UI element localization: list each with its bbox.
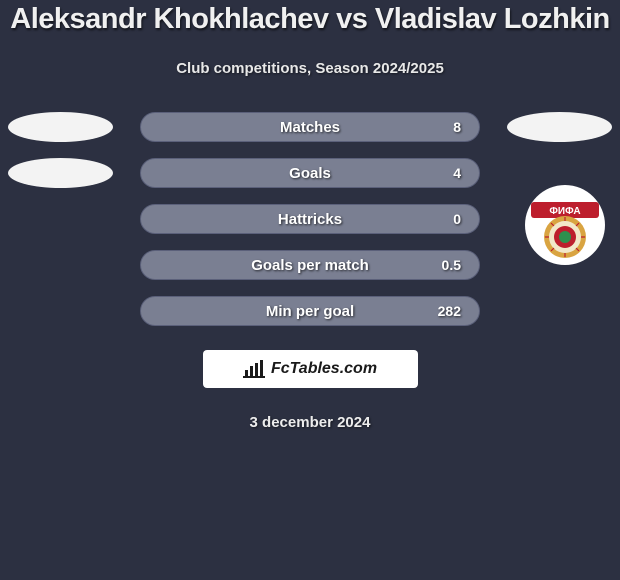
right-value-ellipse [507,112,612,142]
left-value-ellipse [8,158,113,188]
stat-value-right: 282 [438,303,461,319]
stat-label: Matches [280,119,340,136]
stat-row: Goals per match 0.5 [0,250,620,280]
bar-chart-icon [243,360,265,378]
watermark-badge: FcTables.com [203,350,418,388]
stat-bar: Matches 8 [140,112,480,142]
watermark-text: FcTables.com [271,360,377,378]
stat-label: Min per goal [266,303,354,320]
stat-value-right: 0 [453,211,461,227]
stat-bar: Goals 4 [140,158,480,188]
stat-label: Goals [289,165,331,182]
page-title: Aleksandr Khokhlachev vs Vladislav Lozhk… [0,0,620,36]
comparison-card: Aleksandr Khokhlachev vs Vladislav Lozhk… [0,0,620,580]
stat-label: Goals per match [251,257,369,274]
subtitle: Club competitions, Season 2024/2025 [0,60,620,77]
stat-row: Min per goal 282 [0,296,620,326]
stat-bar: Hattricks 0 [140,204,480,234]
left-value-ellipse [8,112,113,142]
stat-bar: Goals per match 0.5 [140,250,480,280]
club-badge-icon: ФИФА [525,185,605,265]
stat-value-right: 4 [453,165,461,181]
date-label: 3 december 2024 [0,414,620,431]
team-logo-right: ФИФА [525,185,605,265]
stat-value-right: 8 [453,119,461,135]
svg-text:ФИФА: ФИФА [549,206,580,217]
stat-value-right: 0.5 [442,257,461,273]
stat-label: Hattricks [278,211,342,228]
stat-bar: Min per goal 282 [140,296,480,326]
